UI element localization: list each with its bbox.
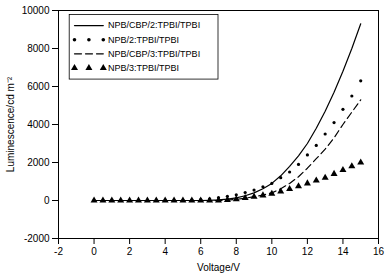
svg-text:4000: 4000 [27, 119, 50, 130]
svg-text:NPB/CBP/2:TPBI/TPBI: NPB/CBP/2:TPBI/TPBI [108, 20, 200, 30]
svg-text:NPB/2:TPBI/TPBI: NPB/2:TPBI/TPBI [108, 35, 179, 45]
svg-text:Voltage/V: Voltage/V [197, 262, 240, 273]
svg-text:2000: 2000 [27, 157, 50, 168]
svg-text:12: 12 [302, 246, 314, 257]
svg-text:0: 0 [44, 195, 50, 206]
svg-text:14: 14 [337, 246, 349, 257]
svg-text:NPB/CBP/3:TPBI/TPBI: NPB/CBP/3:TPBI/TPBI [108, 49, 200, 59]
svg-text:-2: -2 [54, 246, 63, 257]
svg-text:16: 16 [373, 246, 385, 257]
svg-text:Luminescence/cd m⁻²: Luminescence/cd m⁻² [5, 76, 16, 172]
svg-text:0: 0 [91, 246, 97, 257]
svg-text:6: 6 [198, 246, 204, 257]
svg-text:4: 4 [162, 246, 168, 257]
svg-text:10000: 10000 [22, 5, 50, 16]
svg-text:8000: 8000 [27, 43, 50, 54]
svg-text:NPB/3:TPBI/TPBI: NPB/3:TPBI/TPBI [108, 63, 179, 73]
svg-text:8: 8 [233, 246, 239, 257]
svg-text:-2000: -2000 [24, 233, 50, 244]
svg-text:6000: 6000 [27, 81, 50, 92]
svg-text:2: 2 [127, 246, 133, 257]
svg-text:10: 10 [266, 246, 278, 257]
